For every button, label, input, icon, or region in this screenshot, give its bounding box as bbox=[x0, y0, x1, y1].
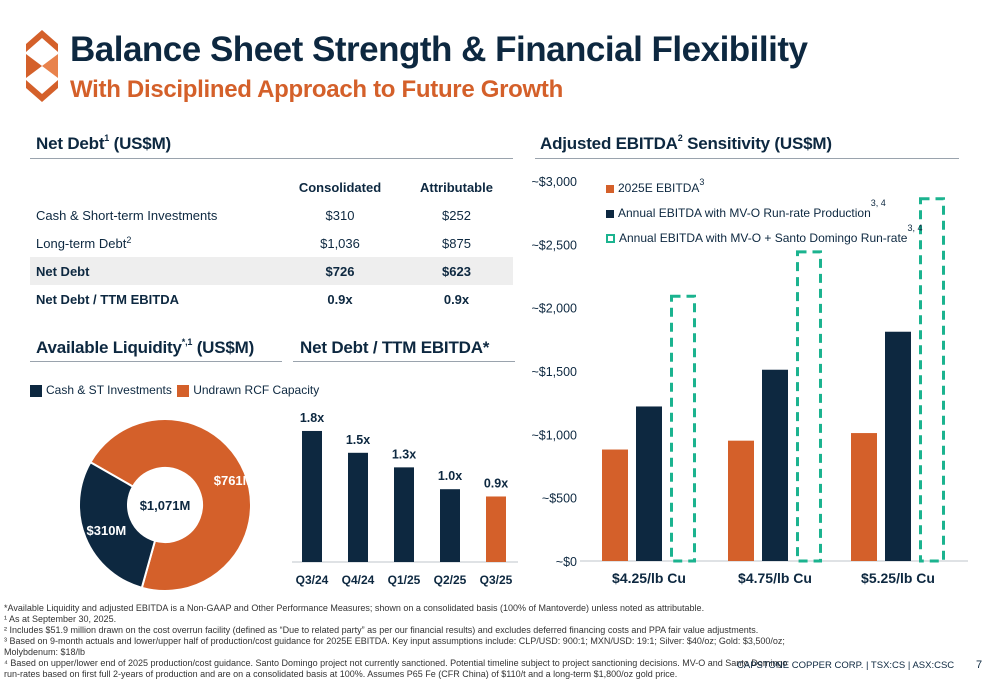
cell-consolidated: $310 bbox=[325, 207, 355, 223]
sensitivity-rule bbox=[535, 158, 959, 159]
legend-label-mvo: Annual EBITDA with MV-O Run-rate Product… bbox=[618, 206, 871, 220]
legend-item-santo-domingo: Annual EBITDA with MV-O + Santo Domingo … bbox=[606, 223, 922, 251]
liquidity-heading: Available Liquidity*,1 (US$M) bbox=[36, 337, 255, 357]
legend-swatch-cash bbox=[30, 384, 42, 397]
legend-label-cash: Cash & ST Investments bbox=[46, 383, 172, 397]
bar-data-label: 0.9x bbox=[484, 476, 508, 490]
column-header-consolidated: Consolidated bbox=[298, 179, 382, 195]
y-tick-label: ~$0 bbox=[556, 555, 577, 569]
legend-swatch-2025e bbox=[606, 184, 614, 193]
footnote-4-cont: run-rates based on first full 2-years of… bbox=[4, 669, 678, 679]
y-tick-label: ~$2,500 bbox=[531, 238, 577, 252]
footnote-1: ¹ As at September 30, 2025. bbox=[4, 614, 117, 624]
footnote-2: ² Includes $51.9 million drawn on the co… bbox=[4, 625, 759, 635]
donut-slice bbox=[78, 460, 157, 590]
bar bbox=[636, 406, 662, 561]
y-tick-label: ~$1,500 bbox=[531, 365, 577, 379]
liquidity-legend: Cash & ST Investments Undrawn RCF Capaci… bbox=[30, 383, 319, 397]
row-label: Cash & Short-term Investments bbox=[36, 207, 218, 223]
x-tick-label: $5.25/lb Cu bbox=[861, 570, 935, 586]
bar-data-label: 1.3x bbox=[392, 447, 416, 461]
donut-center-label: $1,071M bbox=[140, 498, 191, 513]
bar bbox=[348, 452, 368, 562]
leverage-rule bbox=[293, 361, 515, 362]
donut-slice-label: $310M bbox=[87, 523, 127, 538]
bar-data-label: 1.5x bbox=[346, 433, 370, 447]
x-tick-label: $4.25/lb Cu bbox=[612, 570, 686, 586]
y-tick-label: ~$3,000 bbox=[531, 175, 577, 189]
legend-label-2025e: 2025E EBITDA bbox=[618, 181, 700, 195]
bar-dashed bbox=[670, 294, 696, 563]
cell-consolidated: $1,036 bbox=[320, 235, 360, 251]
page-number: 7 bbox=[976, 659, 983, 671]
legend-swatch-mvo bbox=[606, 209, 614, 218]
y-tick-label: ~$500 bbox=[542, 492, 577, 506]
bar bbox=[728, 440, 754, 561]
net-debt-table: Consolidated Attributable Cash & Short-t… bbox=[30, 173, 513, 313]
y-tick-label: ~$1,000 bbox=[531, 428, 577, 442]
bar-data-label: 1.8x bbox=[300, 411, 324, 425]
table-row: Net Debt / TTM EBITDA 0.9x 0.9x bbox=[30, 285, 513, 313]
row-label: Net Debt / TTM EBITDA bbox=[36, 291, 179, 307]
company-logo bbox=[26, 30, 58, 102]
bar-dashed bbox=[919, 197, 945, 563]
footnote-3-cont: Molybdenum: $18/lb bbox=[4, 647, 86, 657]
leverage-heading: Net Debt / TTM EBITDA* bbox=[300, 338, 490, 357]
legend-label-rcf: Undrawn RCF Capacity bbox=[193, 383, 320, 397]
x-tick-label: Q1/25 bbox=[388, 573, 421, 587]
cell-attributable: $623 bbox=[400, 257, 513, 285]
bar bbox=[440, 489, 460, 562]
donut-slice bbox=[89, 418, 252, 592]
table-row: Long-term Debt2 $1,036 $875 bbox=[30, 229, 513, 257]
table-row: Net Debt $726 $623 bbox=[30, 257, 513, 285]
x-tick-label: Q4/24 bbox=[342, 573, 375, 587]
bar bbox=[486, 496, 506, 562]
bar-dashed bbox=[796, 250, 822, 563]
liquidity-donut-chart: $761M $310M $1,071M bbox=[78, 418, 254, 592]
x-tick-label: Q3/25 bbox=[480, 573, 513, 587]
legend-item-2025e: 2025E EBITDA3 bbox=[606, 176, 922, 201]
legend-label-santo-domingo: Annual EBITDA with MV-O + Santo Domingo … bbox=[619, 231, 908, 245]
sensitivity-heading: Adjusted EBITDA2 Sensitivity (US$M) bbox=[540, 133, 832, 153]
cell-consolidated: $726 bbox=[280, 257, 400, 285]
bar bbox=[885, 331, 911, 561]
net-debt-heading: Net Debt1 (US$M) bbox=[36, 133, 171, 153]
liquidity-rule bbox=[30, 361, 282, 362]
legend-swatch-rcf bbox=[177, 384, 190, 397]
sensitivity-legend: 2025E EBITDA3 Annual EBITDA with MV-O Ru… bbox=[606, 176, 922, 251]
x-tick-label: $4.75/lb Cu bbox=[738, 570, 812, 586]
bar bbox=[394, 467, 414, 562]
x-tick-label: Q2/25 bbox=[434, 573, 467, 587]
page-subtitle: With Disciplined Approach to Future Grow… bbox=[70, 76, 563, 103]
cell-attributable: $252 bbox=[442, 207, 471, 223]
row-label: Long-term Debt2 bbox=[36, 234, 132, 251]
cell-attributable: 0.9x bbox=[443, 291, 470, 307]
bar bbox=[762, 369, 788, 561]
y-tick-label: ~$2,000 bbox=[531, 302, 577, 316]
donut-slice-label: $761M bbox=[214, 473, 254, 488]
table-row: Cash & Short-term Investments $310 $252 bbox=[30, 201, 513, 229]
row-label: Net Debt bbox=[30, 257, 280, 285]
leverage-bar-chart: 1.8x Q3/24 1.5x Q4/24 1.3x Q1/25 1.0x Q2/25 0.9x… bbox=[292, 411, 518, 587]
footer-company: CAPSTONE COPPER CORP. | TSX:CS | ASX:CSC bbox=[737, 660, 955, 671]
legend-swatch-santo-domingo bbox=[606, 234, 615, 244]
footnote-3: ³ Based on 9-month actuals and lower/upp… bbox=[4, 636, 785, 646]
cell-attributable: $875 bbox=[442, 235, 471, 251]
legend-item-mvo: Annual EBITDA with MV-O Run-rate Product… bbox=[606, 198, 922, 226]
net-debt-rule bbox=[30, 158, 513, 159]
cell-consolidated: 0.9x bbox=[327, 291, 353, 307]
bar-data-label: 1.0x bbox=[438, 469, 462, 483]
footnote-4: ⁴ Based on upper/lower end of 2025 produ… bbox=[4, 658, 788, 668]
bar bbox=[302, 430, 322, 562]
table-header-row: Consolidated Attributable bbox=[30, 173, 513, 201]
x-tick-label: Q3/24 bbox=[296, 573, 329, 587]
sensitivity-bar-chart: ~$0 ~$500 ~$1,000 ~$1,500 ~$2,000 ~$2,500 ~$3,… bbox=[531, 175, 968, 586]
bar bbox=[602, 449, 628, 561]
column-header-attributable: Attributable bbox=[420, 179, 493, 195]
bar bbox=[851, 433, 877, 561]
footnote-star: *Available Liquidity and adjusted EBITDA… bbox=[4, 603, 705, 613]
page-title: Balance Sheet Strength & Financial Flexi… bbox=[70, 30, 808, 69]
